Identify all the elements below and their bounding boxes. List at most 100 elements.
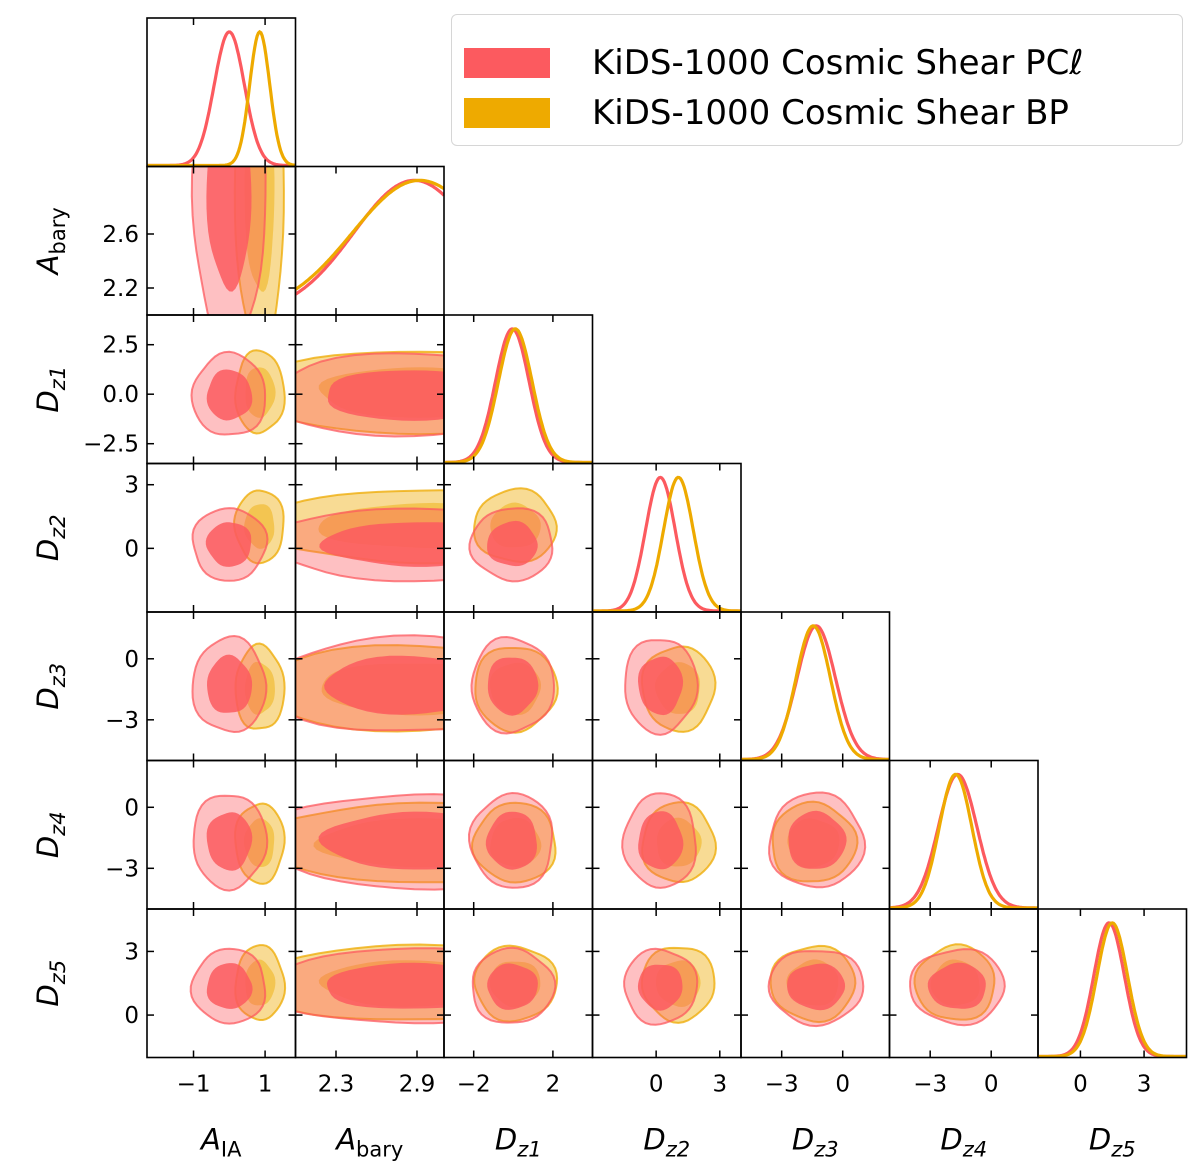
y-tick-label: 3 <box>124 473 139 499</box>
y-tick-label: 0 <box>124 1003 139 1029</box>
y-tick-label: 0.0 <box>102 382 139 408</box>
x-axis-label-A_IA: AIA <box>199 1123 242 1162</box>
panel-D_z4-D_z3 <box>768 791 867 889</box>
panel-frame <box>294 165 445 316</box>
panel-D_z5-D_z5 <box>1038 921 1187 1058</box>
contour68-bp <box>245 959 276 1006</box>
marginal-pcl-D_z2 <box>592 475 741 612</box>
contour68-pcl <box>638 811 684 870</box>
x-tick-label: 3 <box>712 1072 727 1098</box>
marginal-pcl-D_z3 <box>741 624 890 761</box>
y-axis-label-D_z1: Dz1 <box>31 366 70 413</box>
panel-A_IA-A_IA <box>147 29 296 167</box>
contour68-pcl <box>319 522 444 567</box>
panel-D_z4-A_IA <box>192 794 286 892</box>
marginal-pcl-A_IA <box>147 30 296 167</box>
panel-frame <box>146 17 297 168</box>
y-axis-label-D_z5: Dz5 <box>31 960 70 1007</box>
contour68-bp <box>244 166 275 292</box>
x-axis-label-D_z5: Dz5 <box>1089 1123 1136 1162</box>
y-tick-label: 2.2 <box>102 276 139 302</box>
marginal-bp-D_z4 <box>889 772 1038 909</box>
marginal-bp-A_IA <box>147 29 296 167</box>
y-tick-label: 0 <box>124 795 139 821</box>
contour68-pcl <box>206 963 253 1009</box>
legend-item-pcl: KiDS-1000 Cosmic Shear PCℓ <box>464 43 1083 83</box>
panel-D_z4-D_z1 <box>467 791 557 889</box>
contour68-pcl <box>326 962 444 1009</box>
legend-label-bp: KiDS-1000 Cosmic Shear BP <box>592 93 1069 133</box>
contour68-pcl <box>206 369 253 421</box>
x-tick-label: 0 <box>1073 1072 1088 1098</box>
x-tick-label: 0 <box>649 1072 664 1098</box>
marginal-bp-D_z1 <box>444 327 593 464</box>
contour68-pcl <box>205 522 252 567</box>
panel-D_z5-D_z4 <box>909 943 1006 1027</box>
legend-swatch-bp <box>464 98 550 128</box>
contour68-pcl <box>324 655 444 715</box>
panel-D_z5-D_z3 <box>767 944 865 1028</box>
panel-D_z5-D_z1 <box>471 944 559 1024</box>
y-axis-label-D_z3: Dz3 <box>31 663 70 710</box>
marginal-pcl-D_z4 <box>889 772 1038 909</box>
marginal-bp-D_z2 <box>592 475 741 612</box>
marginal-pcl-A_bary <box>295 178 444 296</box>
panel-A_bary-A_IA <box>190 166 285 315</box>
x-axis-label-A_bary: Abary <box>334 1123 403 1162</box>
panel-D_z5-D_z2 <box>623 946 716 1026</box>
y-tick-label: 0 <box>124 647 139 673</box>
x-tick-label: 2 <box>546 1072 561 1098</box>
x-tick-label: 1 <box>258 1072 273 1098</box>
panel-D_z3-A_bary <box>295 634 444 733</box>
x-tick-label: −1 <box>177 1072 211 1098</box>
panel-D_z3-A_IA <box>191 634 286 734</box>
panel-D_z3-D_z2 <box>624 639 717 736</box>
y-axis-label-A_bary: Abary <box>31 207 70 276</box>
contour68-pcl <box>637 964 683 1011</box>
legend-swatch-pcl <box>464 48 550 78</box>
legend: KiDS-1000 Cosmic Shear PCℓ KiDS-1000 Cos… <box>451 14 1183 146</box>
panel-D_z4-A_bary <box>295 793 444 891</box>
x-axis-label-D_z2: Dz2 <box>643 1123 690 1162</box>
contour68-pcl <box>318 811 444 870</box>
panel-frame <box>740 611 891 762</box>
y-tick-label: 2.5 <box>102 333 139 359</box>
panel-D_z3-D_z3 <box>741 624 890 761</box>
y-tick-label: −3 <box>105 708 139 734</box>
panel-A_bary-A_bary <box>295 178 444 296</box>
contour68-pcl <box>487 963 538 1010</box>
y-axis-label-D_z4: Dz4 <box>31 811 70 858</box>
panel-D_z5-A_bary <box>295 943 444 1025</box>
legend-item-bp: KiDS-1000 Cosmic Shear BP <box>464 93 1069 133</box>
y-tick-label: 2.6 <box>102 222 139 248</box>
contour68-pcl <box>327 370 444 421</box>
marginal-bp-A_bary <box>295 178 444 291</box>
panel-D_z1-A_bary <box>295 350 444 438</box>
contour68-bp <box>245 367 276 418</box>
panel-D_z2-D_z2 <box>592 475 741 612</box>
x-tick-label: 2.3 <box>318 1072 355 1098</box>
x-tick-label: 0 <box>835 1072 850 1098</box>
contour68-pcl <box>788 810 847 869</box>
y-tick-label: −3 <box>105 856 139 882</box>
legend-label-pcl: KiDS-1000 Cosmic Shear PCℓ <box>592 43 1084 83</box>
x-tick-label: −3 <box>765 1072 799 1098</box>
marginal-pcl-D_z1 <box>444 327 593 464</box>
panel-D_z1-A_IA <box>190 349 286 436</box>
panel-D_z3-D_z1 <box>470 635 559 735</box>
contour68-pcl <box>927 962 986 1009</box>
y-tick-label: 0 <box>124 536 139 562</box>
marginal-bp-D_z3 <box>741 624 890 761</box>
panel-D_z2-D_z1 <box>468 487 558 583</box>
panel-D_z4-D_z2 <box>621 792 718 889</box>
x-axis-label-D_z3: Dz3 <box>792 1123 839 1162</box>
contour68-pcl <box>206 812 253 871</box>
y-axis-label-D_z2: Dz2 <box>31 514 70 561</box>
contour68-pcl <box>638 656 684 716</box>
contour68-pcl <box>487 520 538 567</box>
contour68-pcl <box>207 654 253 713</box>
panel-D_z4-D_z4 <box>889 772 1038 909</box>
panel-D_z1-D_z1 <box>444 327 593 464</box>
contour68-pcl <box>787 963 846 1011</box>
x-axis-label-D_z4: Dz4 <box>940 1123 987 1162</box>
